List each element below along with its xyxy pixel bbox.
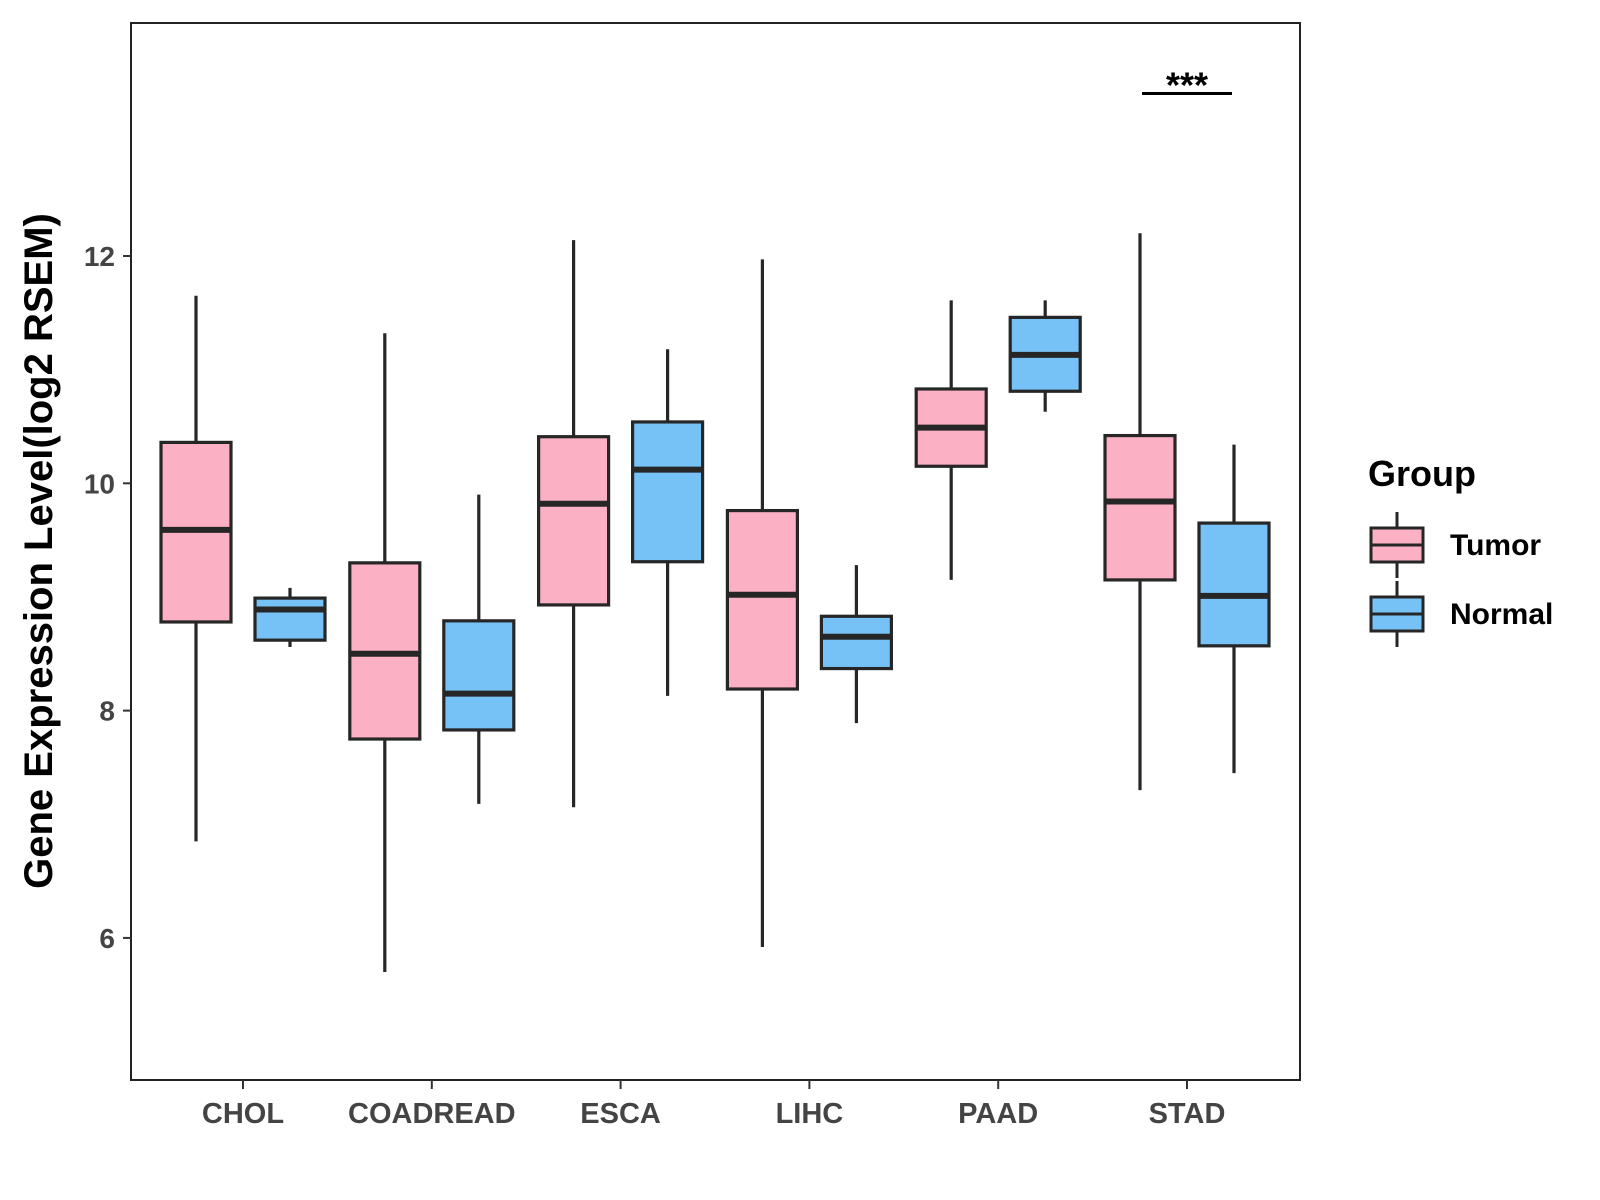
box-normal-esca <box>630 349 705 696</box>
iqr-box <box>819 614 894 671</box>
iqr-box <box>1103 433 1177 582</box>
x-tick-label: LIHC <box>776 1098 844 1130</box>
box-tumor-coadread <box>348 333 422 973</box>
iqr-box <box>253 596 327 642</box>
legend-title: Group <box>1368 453 1476 494</box>
y-tick-label: 6 <box>99 923 115 954</box>
iqr-box <box>536 435 611 607</box>
box-tumor-paad <box>914 300 988 580</box>
iqr-box <box>442 619 516 732</box>
box-normal-stad <box>1197 444 1271 774</box>
legend-entry-tumor: Tumor <box>1369 512 1541 578</box>
iqr-box <box>1197 521 1271 648</box>
y-axis-title: Gene Expression Level(log2 RSEM) <box>17 213 61 889</box>
y-tick-label: 10 <box>84 468 115 499</box>
legend-label-tumor: Tumor <box>1450 529 1541 562</box>
iqr-box <box>630 420 705 564</box>
x-tick-label: STAD <box>1149 1098 1226 1130</box>
x-tick-label: ESCA <box>580 1098 661 1130</box>
legend-entry-normal: Normal <box>1369 581 1553 647</box>
x-tick-label: PAAD <box>958 1098 1038 1130</box>
box-normal-lihc <box>819 565 894 724</box>
chart-marks: *** <box>159 64 1271 973</box>
significance-label: *** <box>1166 64 1208 105</box>
iqr-box <box>725 508 800 691</box>
box-normal-paad <box>1008 300 1082 412</box>
box-tumor-chol <box>159 295 233 842</box>
legend-label-normal: Normal <box>1450 598 1553 631</box>
box-normal-chol <box>253 587 327 647</box>
chart-axes: 6 8 10 12 CHOL COADREAD ESCA LIHC PAAD STAD <box>84 241 1226 1130</box>
y-tick-label: 12 <box>84 241 115 272</box>
x-tick-label: COADREAD <box>348 1098 516 1130</box>
box-tumor-lihc <box>725 259 800 948</box>
box-tumor-stad <box>1103 233 1177 791</box>
box-normal-coadread <box>442 494 516 804</box>
box-tumor-esca <box>536 240 611 808</box>
x-tick-label: CHOL <box>202 1098 284 1130</box>
y-tick-label: 8 <box>99 696 115 727</box>
legend: Group Tumor Normal <box>1368 453 1553 647</box>
